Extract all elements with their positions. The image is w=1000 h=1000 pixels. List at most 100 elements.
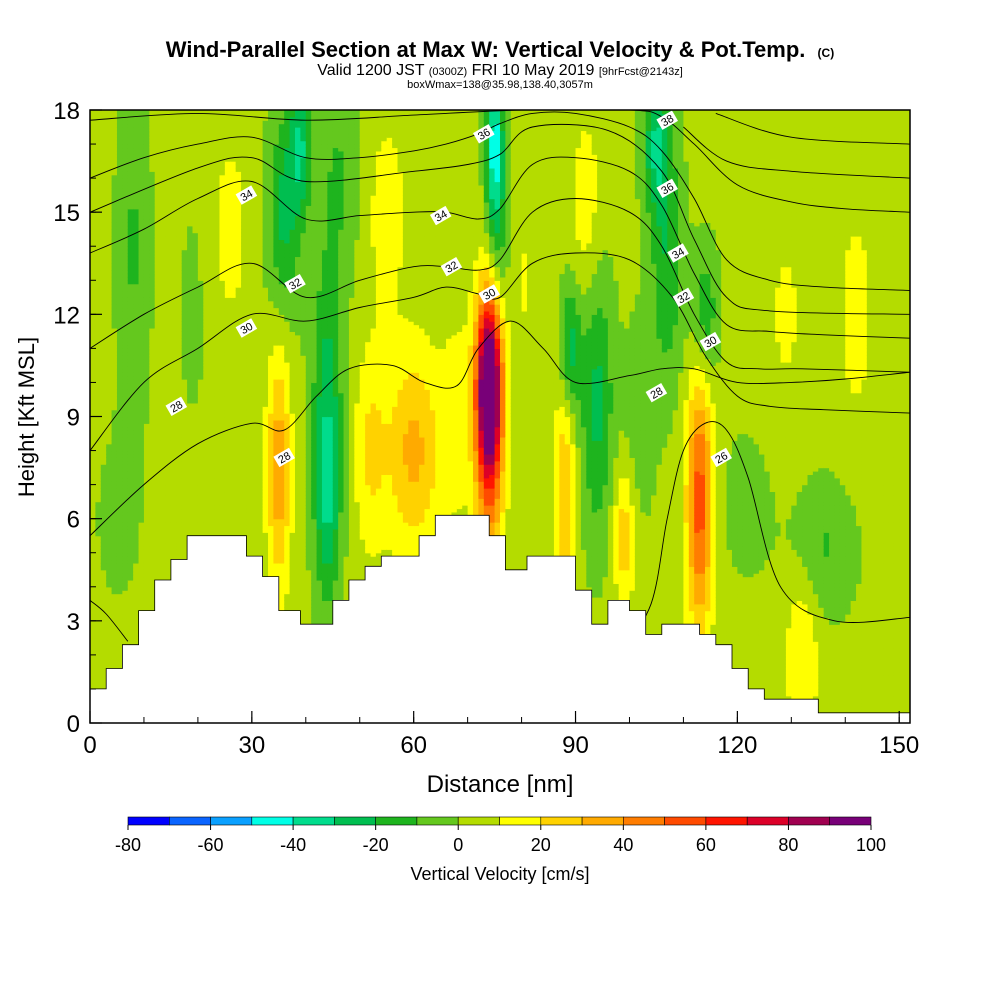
velocity-cell (101, 587, 107, 591)
velocity-cell (90, 205, 96, 209)
velocity-cell (95, 389, 101, 393)
velocity-cell (128, 311, 134, 315)
velocity-cell (101, 365, 107, 369)
velocity-cell (117, 355, 123, 359)
velocity-cell (122, 420, 128, 424)
velocity-cell (101, 195, 107, 199)
velocity-cell (139, 141, 145, 145)
velocity-cell (128, 420, 134, 424)
velocity-cell (144, 508, 150, 512)
velocity-cell (90, 417, 96, 421)
velocity-cell (112, 318, 118, 322)
chart-subtitle: Valid 1200 JST (0300Z) FRI 10 May 2019 [… (317, 62, 683, 79)
velocity-cell (128, 355, 134, 359)
velocity-cell (101, 127, 107, 131)
velocity-cell (128, 471, 134, 475)
velocity-cell (90, 280, 96, 284)
velocity-cell (139, 355, 145, 359)
velocity-cell (122, 280, 128, 284)
velocity-cell (122, 570, 128, 574)
velocity-cell (133, 573, 139, 577)
velocity-cell (95, 556, 101, 560)
velocity-cell (122, 396, 128, 400)
velocity-cell (106, 144, 112, 148)
velocity-cell (95, 519, 101, 523)
velocity-cell (122, 631, 128, 635)
velocity-cell (128, 287, 134, 291)
velocity-cell (128, 328, 134, 332)
velocity-cell (90, 563, 96, 567)
velocity-cell (101, 655, 107, 659)
velocity-cell (139, 151, 145, 155)
velocity-cell (101, 175, 107, 179)
velocity-cell (139, 263, 145, 267)
velocity-cell (95, 188, 101, 192)
velocity-cell (144, 604, 150, 608)
velocity-cell (106, 543, 112, 547)
velocity-cell (144, 263, 150, 267)
velocity-cell (112, 226, 118, 230)
velocity-cell (133, 243, 139, 247)
velocity-cell (128, 611, 134, 615)
velocity-cell (133, 311, 139, 315)
velocity-cell (106, 328, 112, 332)
velocity-cell (90, 502, 96, 506)
velocity-cell (112, 325, 118, 329)
velocity-cell (144, 205, 150, 209)
velocity-cell (106, 648, 112, 652)
velocity-cell (90, 263, 96, 267)
velocity-cell (112, 631, 118, 635)
velocity-cell (144, 396, 150, 400)
velocity-cell (128, 464, 134, 468)
velocity-cell (101, 113, 107, 117)
velocity-cell (95, 233, 101, 237)
velocity-cell (133, 457, 139, 461)
velocity-cell (139, 447, 145, 451)
velocity-cell (122, 287, 128, 291)
velocity-cell (90, 158, 96, 162)
velocity-cell (95, 212, 101, 216)
velocity-cell (112, 386, 118, 390)
velocity-cell (101, 256, 107, 260)
velocity-cell (112, 219, 118, 223)
velocity-cell (106, 662, 112, 666)
velocity-cell (101, 420, 107, 424)
velocity-cell (117, 427, 123, 431)
velocity-cell (106, 457, 112, 461)
velocity-cell (122, 335, 128, 339)
velocity-cell (101, 280, 107, 284)
velocity-cell (106, 134, 112, 138)
velocity-cell (101, 604, 107, 608)
velocity-cell (144, 233, 150, 237)
velocity-cell (112, 294, 118, 298)
velocity-cell (90, 478, 96, 482)
velocity-cell (144, 594, 150, 598)
velocity-cell (139, 335, 145, 339)
velocity-cell (133, 427, 139, 431)
velocity-cell (106, 250, 112, 254)
velocity-cell (149, 570, 155, 574)
velocity-cell (144, 556, 150, 560)
velocity-cell (101, 631, 107, 635)
velocity-cell (139, 280, 145, 284)
velocity-cell (122, 233, 128, 237)
velocity-cell (117, 447, 123, 451)
velocity-cell (133, 127, 139, 131)
velocity-cell (117, 318, 123, 322)
velocity-cell (144, 328, 150, 332)
velocity-cell (144, 365, 150, 369)
velocity-cell (112, 573, 118, 577)
velocity-cell (139, 120, 145, 124)
velocity-cell (128, 631, 134, 635)
velocity-cell (122, 188, 128, 192)
velocity-cell (112, 348, 118, 352)
velocity-cell (101, 267, 107, 271)
velocity-cell (144, 549, 150, 553)
velocity-cell (122, 440, 128, 444)
velocity-cell (133, 563, 139, 567)
velocity-cell (133, 273, 139, 277)
velocity-cell (90, 287, 96, 291)
velocity-cell (122, 141, 128, 145)
velocity-cell (101, 508, 107, 512)
velocity-cell (101, 134, 107, 138)
